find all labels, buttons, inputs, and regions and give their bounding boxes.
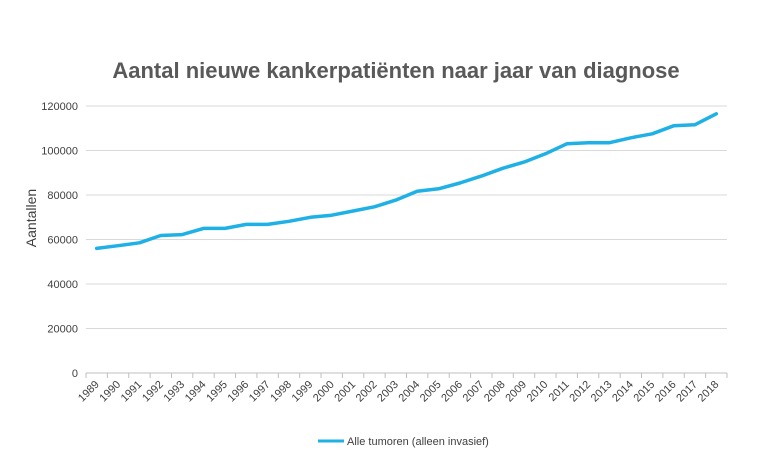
data-point: [394, 198, 398, 202]
data-point: [458, 181, 462, 185]
x-tick-label: 1989: [76, 379, 102, 405]
gridlines: [86, 105, 727, 374]
x-tick-label: 2006: [439, 379, 465, 405]
x-tick-label: 1991: [119, 379, 145, 405]
x-tick-label: 2018: [696, 379, 722, 405]
y-tick-label: 100000: [41, 146, 78, 158]
data-point: [437, 187, 440, 190]
x-tick-label: 2012: [567, 379, 593, 405]
data-point: [330, 214, 333, 217]
x-tick-label: 1999: [290, 379, 316, 405]
data-point: [501, 167, 504, 170]
data-point: [715, 112, 718, 115]
legend: Alle tumoren (alleen invasief): [318, 436, 489, 448]
data-point: [672, 124, 675, 128]
chart-title: Aantal nieuwe kankerpatiënten naar jaar …: [112, 58, 679, 83]
x-tick-label: 2003: [375, 379, 401, 405]
y-tick-label: 60000: [47, 235, 78, 247]
data-point: [522, 160, 526, 164]
data-point: [373, 205, 376, 208]
data-point: [180, 233, 184, 236]
data-point: [651, 132, 654, 136]
data-point: [95, 247, 98, 250]
x-tick-label: 2004: [397, 379, 423, 405]
x-tick-label: 2009: [503, 379, 529, 405]
x-tick-label: 2010: [525, 379, 551, 405]
x-tick-label: 2011: [547, 379, 572, 404]
x-axis-ticks: 1989199019911992199319941995199619971998…: [76, 373, 728, 405]
y-tick-label: 0: [72, 368, 78, 380]
y-axis-ticks: 0 20000 40000 60000 80000 100000 120000: [41, 101, 78, 380]
x-tick-label: 1994: [183, 379, 209, 405]
data-point: [223, 227, 227, 230]
data-point: [138, 241, 141, 245]
y-tick-label: 120000: [41, 101, 78, 113]
series-layer: [94, 112, 719, 251]
data-point: [116, 244, 120, 247]
y-tick-label: 20000: [47, 324, 78, 336]
x-tick-label: 2007: [461, 379, 487, 405]
x-tick-label: 1998: [268, 379, 294, 405]
data-point: [287, 220, 291, 223]
legend-label: Alle tumoren (alleen invasief): [347, 436, 489, 448]
x-tick-label: 1996: [226, 379, 252, 405]
x-tick-label: 2001: [332, 379, 358, 405]
data-point: [544, 152, 547, 156]
data-point: [159, 234, 162, 237]
data-point: [608, 141, 611, 144]
x-tick-label: 1993: [161, 379, 187, 405]
x-tick-label: 2008: [482, 379, 508, 405]
data-point: [309, 216, 312, 219]
data-point: [629, 136, 633, 140]
y-tick-label: 40000: [47, 279, 78, 291]
x-tick-label: 2002: [354, 379, 380, 405]
x-tick-label: 1990: [97, 379, 123, 405]
data-point: [480, 174, 483, 178]
x-tick-label: 1992: [140, 379, 166, 405]
y-tick-label: 80000: [47, 190, 78, 202]
x-tick-label: 2014: [610, 379, 636, 405]
x-tick-label: 2017: [674, 379, 700, 405]
data-point: [245, 223, 248, 226]
x-tick-label: 2013: [589, 379, 615, 405]
x-tick-label: 2005: [418, 379, 444, 405]
x-tick-label: 2015: [632, 379, 658, 405]
data-point: [351, 209, 355, 213]
x-tick-label: 2000: [311, 379, 337, 405]
x-tick-label: 1995: [204, 379, 230, 405]
data-point: [565, 142, 568, 146]
x-tick-label: 1997: [247, 379, 273, 405]
data-point: [266, 223, 269, 226]
data-point: [415, 190, 419, 193]
data-point: [693, 123, 697, 126]
data-point: [202, 227, 205, 230]
data-point: [586, 141, 590, 144]
x-tick-label: 2016: [653, 379, 679, 405]
y-axis-label: Aantallen: [23, 189, 39, 247]
series-line: [94, 112, 719, 251]
